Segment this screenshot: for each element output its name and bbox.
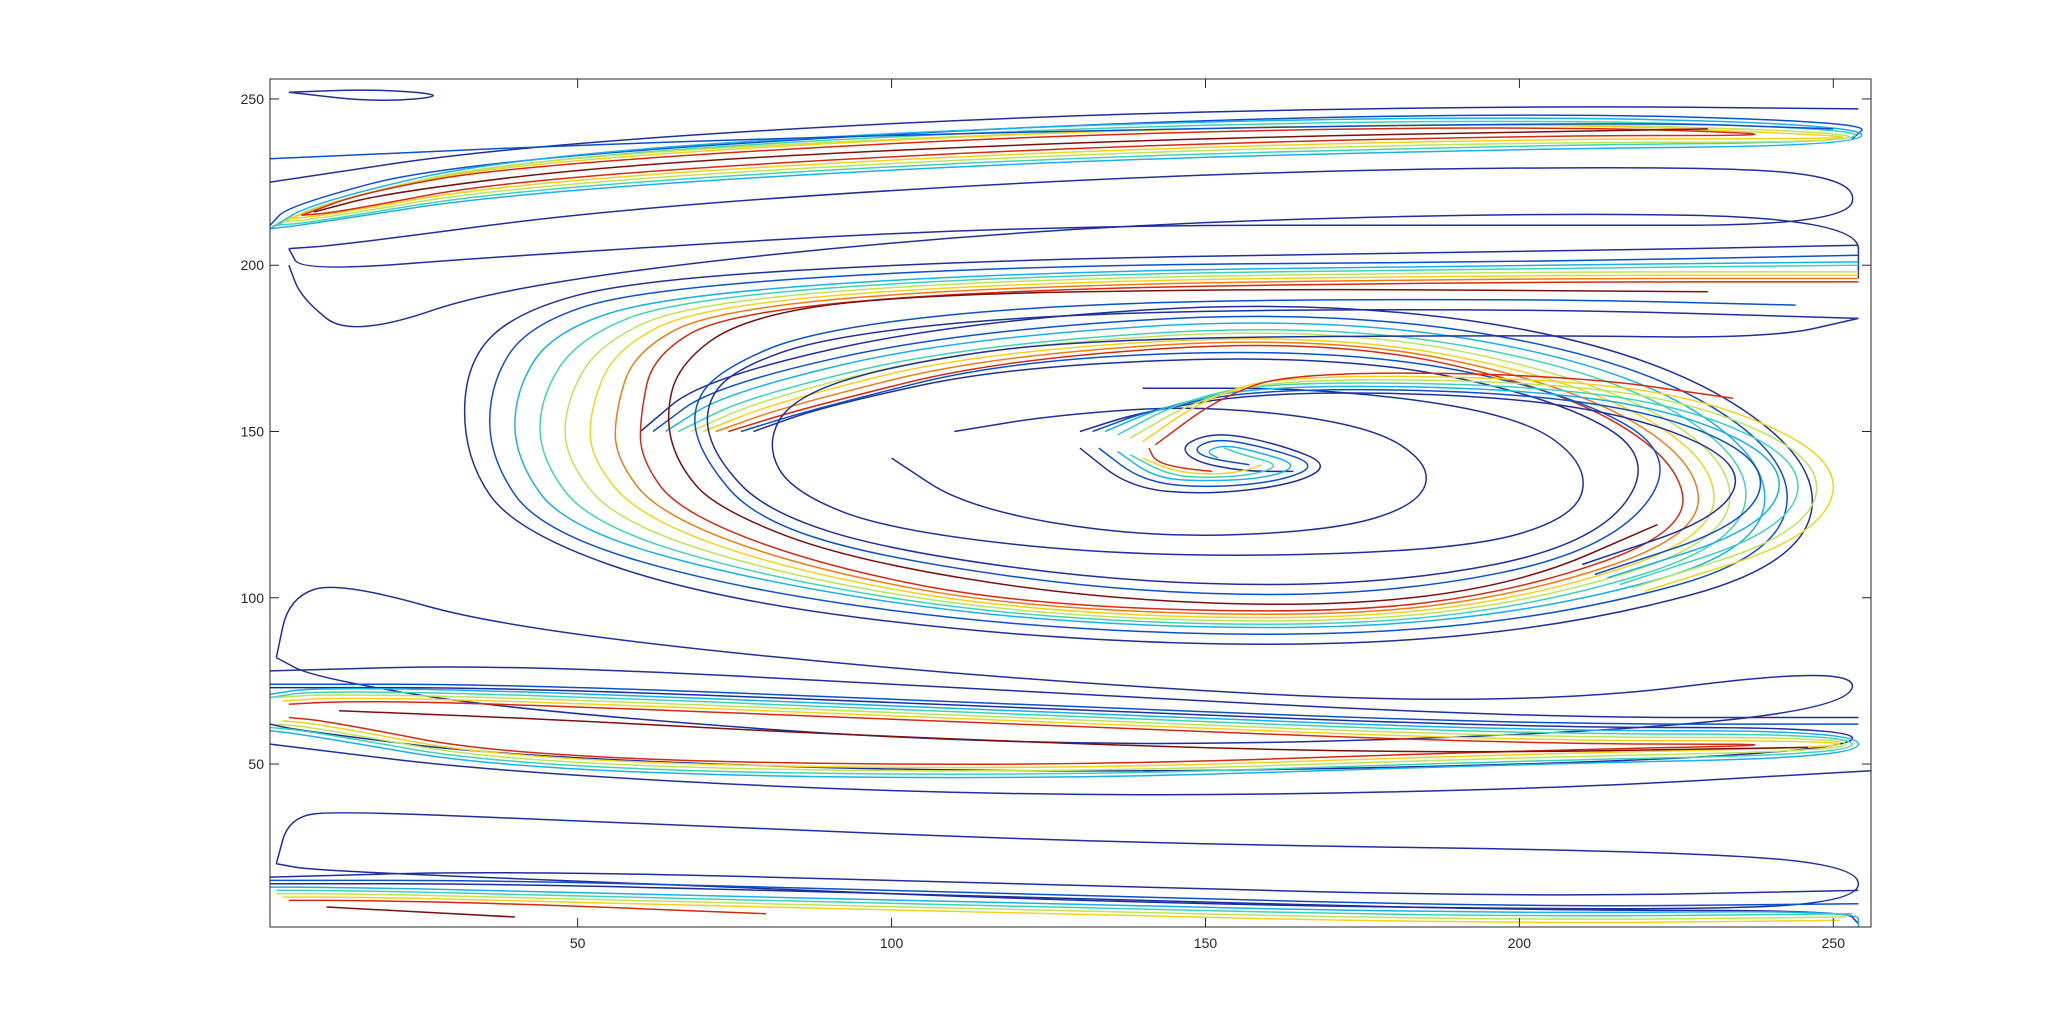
contour-line-level-4: [1117, 382, 1799, 586]
x-tick-label: 100: [880, 935, 904, 951]
contour-line-level-5: [1129, 379, 1818, 589]
y-tick-label: 150: [241, 424, 265, 440]
contour-line-level-2: [694, 298, 1796, 596]
contour-line-level-1: [706, 308, 1859, 586]
contour-line-level-8: [1154, 372, 1734, 446]
contour-line-level-1: [1079, 434, 1321, 494]
contour-line-level-4: [1129, 447, 1275, 478]
contour-lines: [270, 89, 1871, 927]
x-tick-label: 200: [1508, 935, 1532, 951]
contour-line-level-1: [275, 586, 1853, 745]
contour-line-level-3: [1117, 445, 1292, 482]
contour-line-level-9: [313, 128, 1708, 213]
contour-line-level-4: [270, 691, 1853, 776]
contour-line-level-1: [288, 89, 435, 102]
contour-line-level-4: [276, 889, 1853, 917]
contour-line-level-1: [270, 871, 1859, 896]
contour-line-level-3: [1104, 385, 1780, 579]
contour-line-level-6: [288, 124, 1844, 220]
contour-line-level-3: [270, 687, 1860, 779]
contour-line-level-1: [288, 213, 1860, 328]
contour-line-level-9: [667, 288, 1708, 606]
x-tick-label: 150: [1194, 935, 1218, 951]
contour-line-level-1: [771, 317, 1859, 556]
contour-line-level-2: [488, 254, 1859, 635]
contour-line-level-3: [514, 261, 1859, 629]
x-tick-label: 50: [570, 935, 586, 951]
contour-line-level-1: [270, 743, 1871, 796]
contour-line-level-9: [339, 710, 1809, 753]
contour-line-level-6: [282, 697, 1841, 769]
contour-line-level-3: [270, 117, 1863, 230]
contour-line-level-5: [276, 694, 1847, 772]
contour-line-level-3: [270, 886, 1860, 927]
contour-line-level-7: [614, 277, 1859, 615]
contour-line-level-8: [639, 281, 1859, 612]
contour-line-level-2: [270, 879, 1859, 907]
contour-line-level-1: [891, 407, 1427, 536]
contour-line-level-6: [1142, 457, 1263, 475]
contour-line-level-1: [270, 106, 1859, 183]
y-tick-label: 50: [248, 756, 264, 772]
contour-line-level-1: [288, 166, 1854, 268]
axes-box: [269, 78, 1872, 928]
contour-line-level-6: [1142, 375, 1835, 592]
contour-line-level-8: [1148, 447, 1212, 473]
contour-line-level-1: [463, 244, 1859, 645]
contour-line-level-5: [282, 123, 1850, 223]
contour-line-level-5: [276, 892, 1846, 920]
contour-line-level-5: [564, 271, 1859, 622]
contour-line-level-6: [282, 896, 1840, 924]
contour-line-level-2: [1098, 439, 1309, 488]
y-tick-label: 200: [241, 257, 265, 273]
plot-area: [270, 79, 1871, 927]
y-tick-label: 250: [241, 91, 265, 107]
contour-line-level-6: [589, 274, 1859, 619]
contour-line-level-8: [288, 899, 767, 915]
contour-line-level-1: [270, 666, 1859, 719]
axis-ticks: 50 100 150 200 250 50 100 150 200 250: [241, 79, 1871, 951]
contour-line-level-1: [275, 812, 1860, 910]
contour-line-level-1: [270, 883, 1859, 925]
contour-line-level-8: [288, 700, 1756, 766]
x-tick-label: 250: [1822, 935, 1846, 951]
contour-line-level-2: [270, 123, 1834, 160]
contour-line-level-2: [270, 683, 1859, 725]
contour-line-level-8: [301, 127, 1756, 217]
y-tick-label: 100: [241, 590, 265, 606]
contour-line-level-9: [326, 906, 515, 918]
